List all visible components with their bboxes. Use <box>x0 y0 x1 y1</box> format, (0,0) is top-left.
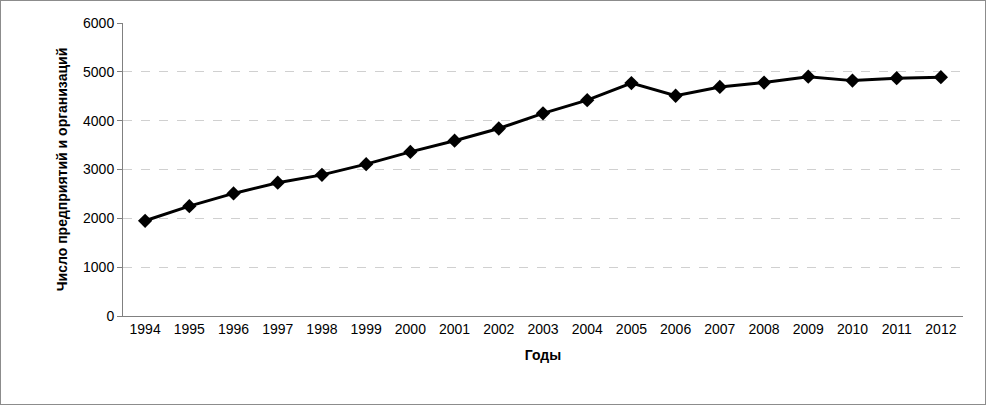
svg-text:2007: 2007 <box>704 321 735 337</box>
svg-text:2012: 2012 <box>925 321 956 337</box>
svg-text:2000: 2000 <box>83 210 114 226</box>
svg-text:2001: 2001 <box>439 321 470 337</box>
svg-text:4000: 4000 <box>83 113 114 129</box>
svg-text:1997: 1997 <box>262 321 293 337</box>
svg-text:2003: 2003 <box>527 321 558 337</box>
svg-text:Годы: Годы <box>525 347 561 363</box>
svg-text:2004: 2004 <box>572 321 603 337</box>
svg-text:Число предприятий и организаци: Число предприятий и организаций <box>54 48 70 291</box>
svg-text:3000: 3000 <box>83 161 114 177</box>
svg-text:1000: 1000 <box>83 259 114 275</box>
svg-text:1996: 1996 <box>218 321 249 337</box>
svg-text:5000: 5000 <box>83 64 114 80</box>
svg-text:2011: 2011 <box>882 321 912 337</box>
svg-text:6000: 6000 <box>83 15 114 31</box>
svg-text:1998: 1998 <box>306 321 337 337</box>
svg-text:1994: 1994 <box>130 321 161 337</box>
svg-text:2005: 2005 <box>616 321 647 337</box>
svg-text:0: 0 <box>106 308 114 324</box>
svg-text:1995: 1995 <box>174 321 205 337</box>
svg-text:2002: 2002 <box>483 321 514 337</box>
svg-text:1999: 1999 <box>351 321 382 337</box>
svg-text:2008: 2008 <box>748 321 779 337</box>
svg-text:2006: 2006 <box>660 321 691 337</box>
svg-text:2000: 2000 <box>395 321 426 337</box>
svg-text:2010: 2010 <box>837 321 868 337</box>
svg-text:2009: 2009 <box>793 321 824 337</box>
